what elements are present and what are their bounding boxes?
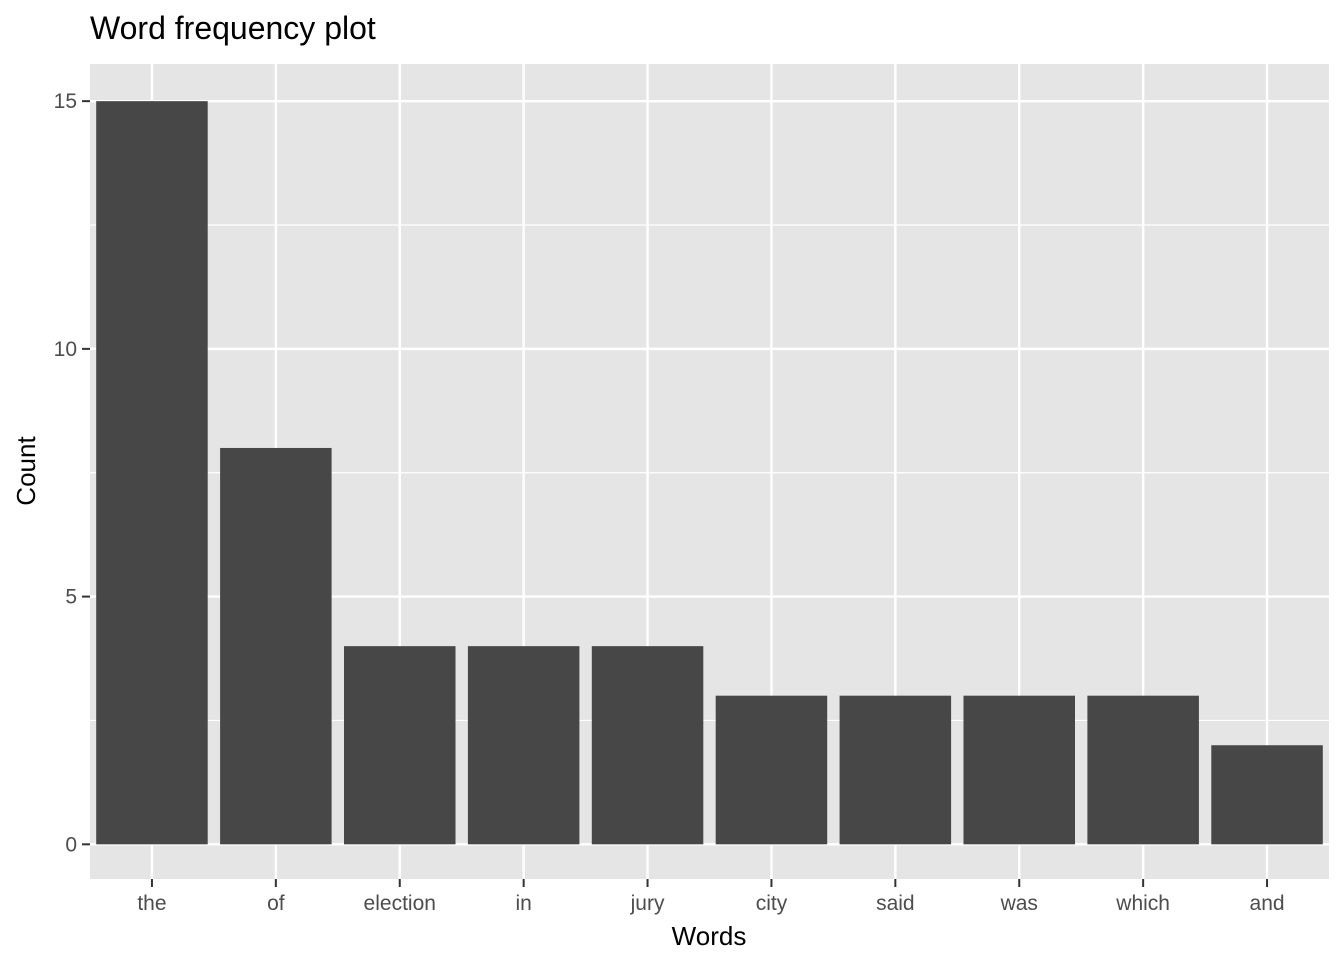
x-tick-label: which [1115, 892, 1170, 915]
x-tick-label: was [1000, 892, 1038, 915]
x-tick-label: election [364, 892, 436, 915]
bar-election [343, 646, 456, 845]
bars [96, 101, 1323, 845]
y-tick-label: 10 [54, 338, 77, 361]
x-tick-label: jury [630, 892, 665, 915]
bar-jury [591, 646, 704, 845]
bar-in [467, 646, 580, 845]
x-tick-label: said [876, 892, 915, 915]
chart-title: Word frequency plot [90, 10, 376, 46]
bar-and [1211, 745, 1323, 845]
x-tick-label: and [1250, 892, 1285, 915]
x-tick-label: the [137, 892, 166, 915]
bar-of [220, 447, 332, 845]
x-tick-label: of [267, 892, 285, 915]
y-tick-label: 15 [54, 90, 77, 113]
bar-said [839, 695, 952, 845]
x-tick-label: in [515, 892, 531, 915]
y-tick-label: 0 [65, 833, 77, 856]
x-axis: the of election in jury city said was which and [137, 879, 1285, 915]
bar-which [1087, 695, 1199, 845]
x-axis-title: Words [672, 921, 747, 951]
y-tick-label: 5 [65, 586, 77, 609]
bar-the [96, 101, 208, 845]
x-tick-label: city [756, 892, 788, 915]
y-axis-title: Count [11, 436, 41, 506]
bar-was [963, 695, 1076, 845]
y-axis: 0 5 10 15 [54, 90, 90, 856]
bar-city [715, 695, 828, 845]
